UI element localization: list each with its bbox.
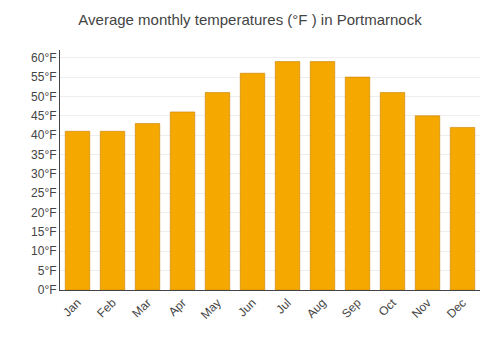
svg-text:60°F: 60°F <box>31 51 56 65</box>
svg-text:5°F: 5°F <box>38 264 57 278</box>
svg-text:15°F: 15°F <box>31 225 56 239</box>
svg-text:Mar: Mar <box>129 296 154 321</box>
svg-text:Sep: Sep <box>339 296 364 321</box>
svg-text:20°F: 20°F <box>31 206 56 220</box>
svg-text:30°F: 30°F <box>31 167 56 181</box>
svg-text:Dec: Dec <box>444 296 469 321</box>
svg-text:25°F: 25°F <box>31 186 56 200</box>
svg-text:45°F: 45°F <box>31 109 56 123</box>
svg-text:May: May <box>198 296 224 322</box>
svg-text:Apr: Apr <box>166 296 189 319</box>
svg-text:Oct: Oct <box>376 295 400 319</box>
svg-text:40°F: 40°F <box>31 128 56 142</box>
svg-text:55°F: 55°F <box>31 70 56 84</box>
svg-text:Aug: Aug <box>304 296 329 321</box>
svg-text:Average monthly temperatures (: Average monthly temperatures (°F ) in Po… <box>78 11 422 28</box>
svg-text:0°F: 0°F <box>38 283 57 297</box>
svg-text:Jul: Jul <box>273 296 294 317</box>
svg-text:50°F: 50°F <box>31 90 56 104</box>
svg-text:Jun: Jun <box>235 296 259 320</box>
svg-text:Feb: Feb <box>94 296 119 321</box>
svg-text:35°F: 35°F <box>31 148 56 162</box>
svg-text:Jan: Jan <box>60 296 84 320</box>
svg-text:10°F: 10°F <box>31 244 56 258</box>
svg-text:Nov: Nov <box>409 296 434 321</box>
